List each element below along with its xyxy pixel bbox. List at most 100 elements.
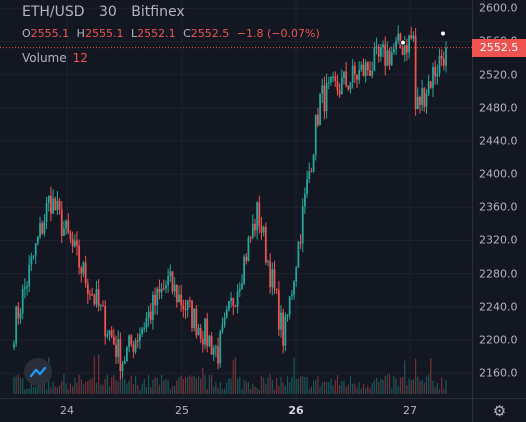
candle [321, 78, 324, 104]
candle-body [410, 35, 413, 39]
close-key: C [183, 27, 191, 40]
volume-bar [215, 382, 217, 394]
candle [371, 61, 374, 79]
time-tick-label: 27 [403, 404, 417, 417]
volume-bar [356, 387, 358, 394]
last-price-label: 2552.5 [472, 38, 526, 57]
candle-body [80, 267, 83, 274]
candle [128, 334, 130, 353]
candle-body [382, 44, 384, 48]
candle [82, 261, 85, 277]
candle-body [197, 327, 200, 336]
candle-body [32, 255, 35, 257]
candle [408, 34, 410, 59]
candle-body [371, 70, 374, 76]
time-axis[interactable]: 24 25 26 27 [0, 398, 472, 422]
volume-bar [380, 379, 382, 394]
candle-body [308, 171, 311, 180]
price-tick-label: 2360.0 [479, 200, 518, 214]
volume-bar [102, 384, 104, 394]
candle [45, 197, 48, 230]
candle [182, 299, 185, 318]
candle [395, 36, 397, 55]
volume-bar [154, 377, 156, 394]
candle [440, 49, 443, 67]
candle [180, 285, 183, 312]
volume-bar [317, 376, 319, 394]
candle [351, 59, 354, 89]
candle [414, 28, 417, 116]
candle [115, 335, 117, 364]
candle-body [312, 154, 315, 172]
candle-body [375, 46, 378, 49]
volume-bar [334, 380, 336, 394]
volume-bar [87, 380, 89, 394]
volume-bar [291, 376, 293, 394]
volume-bar [349, 376, 352, 394]
candle-body [379, 47, 382, 57]
candle-body [438, 55, 441, 74]
volume-bar [401, 377, 404, 394]
candle [319, 93, 321, 126]
candle [67, 213, 70, 234]
candle [423, 87, 426, 112]
volume-bar [176, 380, 178, 394]
candle-body [54, 198, 57, 211]
settings-button[interactable]: ⚙ [472, 398, 526, 422]
candle-body [356, 74, 358, 80]
interval-label[interactable]: 30 [99, 4, 117, 20]
candle [238, 282, 241, 298]
tradingview-logo[interactable] [24, 358, 52, 386]
candle [406, 38, 408, 61]
volume-bar [247, 382, 250, 394]
candle [15, 305, 18, 347]
volume-bar [393, 376, 395, 394]
candle-body [230, 298, 232, 302]
candle-body [169, 271, 172, 277]
candle [143, 322, 146, 333]
candle-body [338, 90, 341, 95]
price-axis[interactable]: 2600.02560.02520.02480.02440.02400.02360… [472, 0, 526, 398]
chart-pane[interactable]: ETH/USD 30 Bitfinex O2555.1 H2555.1 L255… [0, 0, 472, 398]
candle [158, 279, 161, 300]
candle-body [238, 289, 241, 292]
volume-bar [302, 376, 304, 394]
volume-bar [19, 377, 22, 394]
candle [54, 196, 57, 211]
volume-bar [213, 386, 215, 394]
candle-body [280, 312, 282, 330]
candle [264, 222, 267, 265]
open-value: 2555.1 [30, 27, 70, 40]
volume-bar [269, 374, 271, 394]
candle [332, 71, 335, 82]
candle [191, 299, 193, 333]
volume-bar [236, 378, 239, 394]
symbol-label[interactable]: ETH/USD [22, 4, 85, 20]
candle [232, 297, 235, 316]
legend-volume[interactable]: Volume 12 [22, 51, 88, 65]
candle-body [128, 335, 130, 348]
candle-body [50, 195, 52, 214]
candle-body [71, 239, 74, 247]
candle [141, 326, 143, 338]
high-marker [440, 30, 446, 37]
candlestick-chart[interactable] [0, 0, 472, 398]
candle-body [390, 52, 393, 65]
candle [362, 58, 365, 77]
candle-body [119, 339, 122, 372]
candle [197, 324, 200, 336]
volume-bar [397, 386, 399, 394]
legend-title: ETH/USD 30 Bitfinex [22, 4, 195, 20]
candle [89, 289, 91, 300]
volume-bar [67, 389, 69, 394]
candle [416, 87, 419, 110]
candle [390, 46, 393, 67]
volume-bar [182, 378, 184, 394]
candle [206, 312, 209, 353]
candle [36, 235, 39, 246]
candle [308, 162, 311, 183]
candle-body [369, 70, 371, 76]
candle-body [397, 33, 400, 41]
candle-body [63, 228, 65, 236]
price-tick-label: 2480.0 [479, 101, 518, 115]
